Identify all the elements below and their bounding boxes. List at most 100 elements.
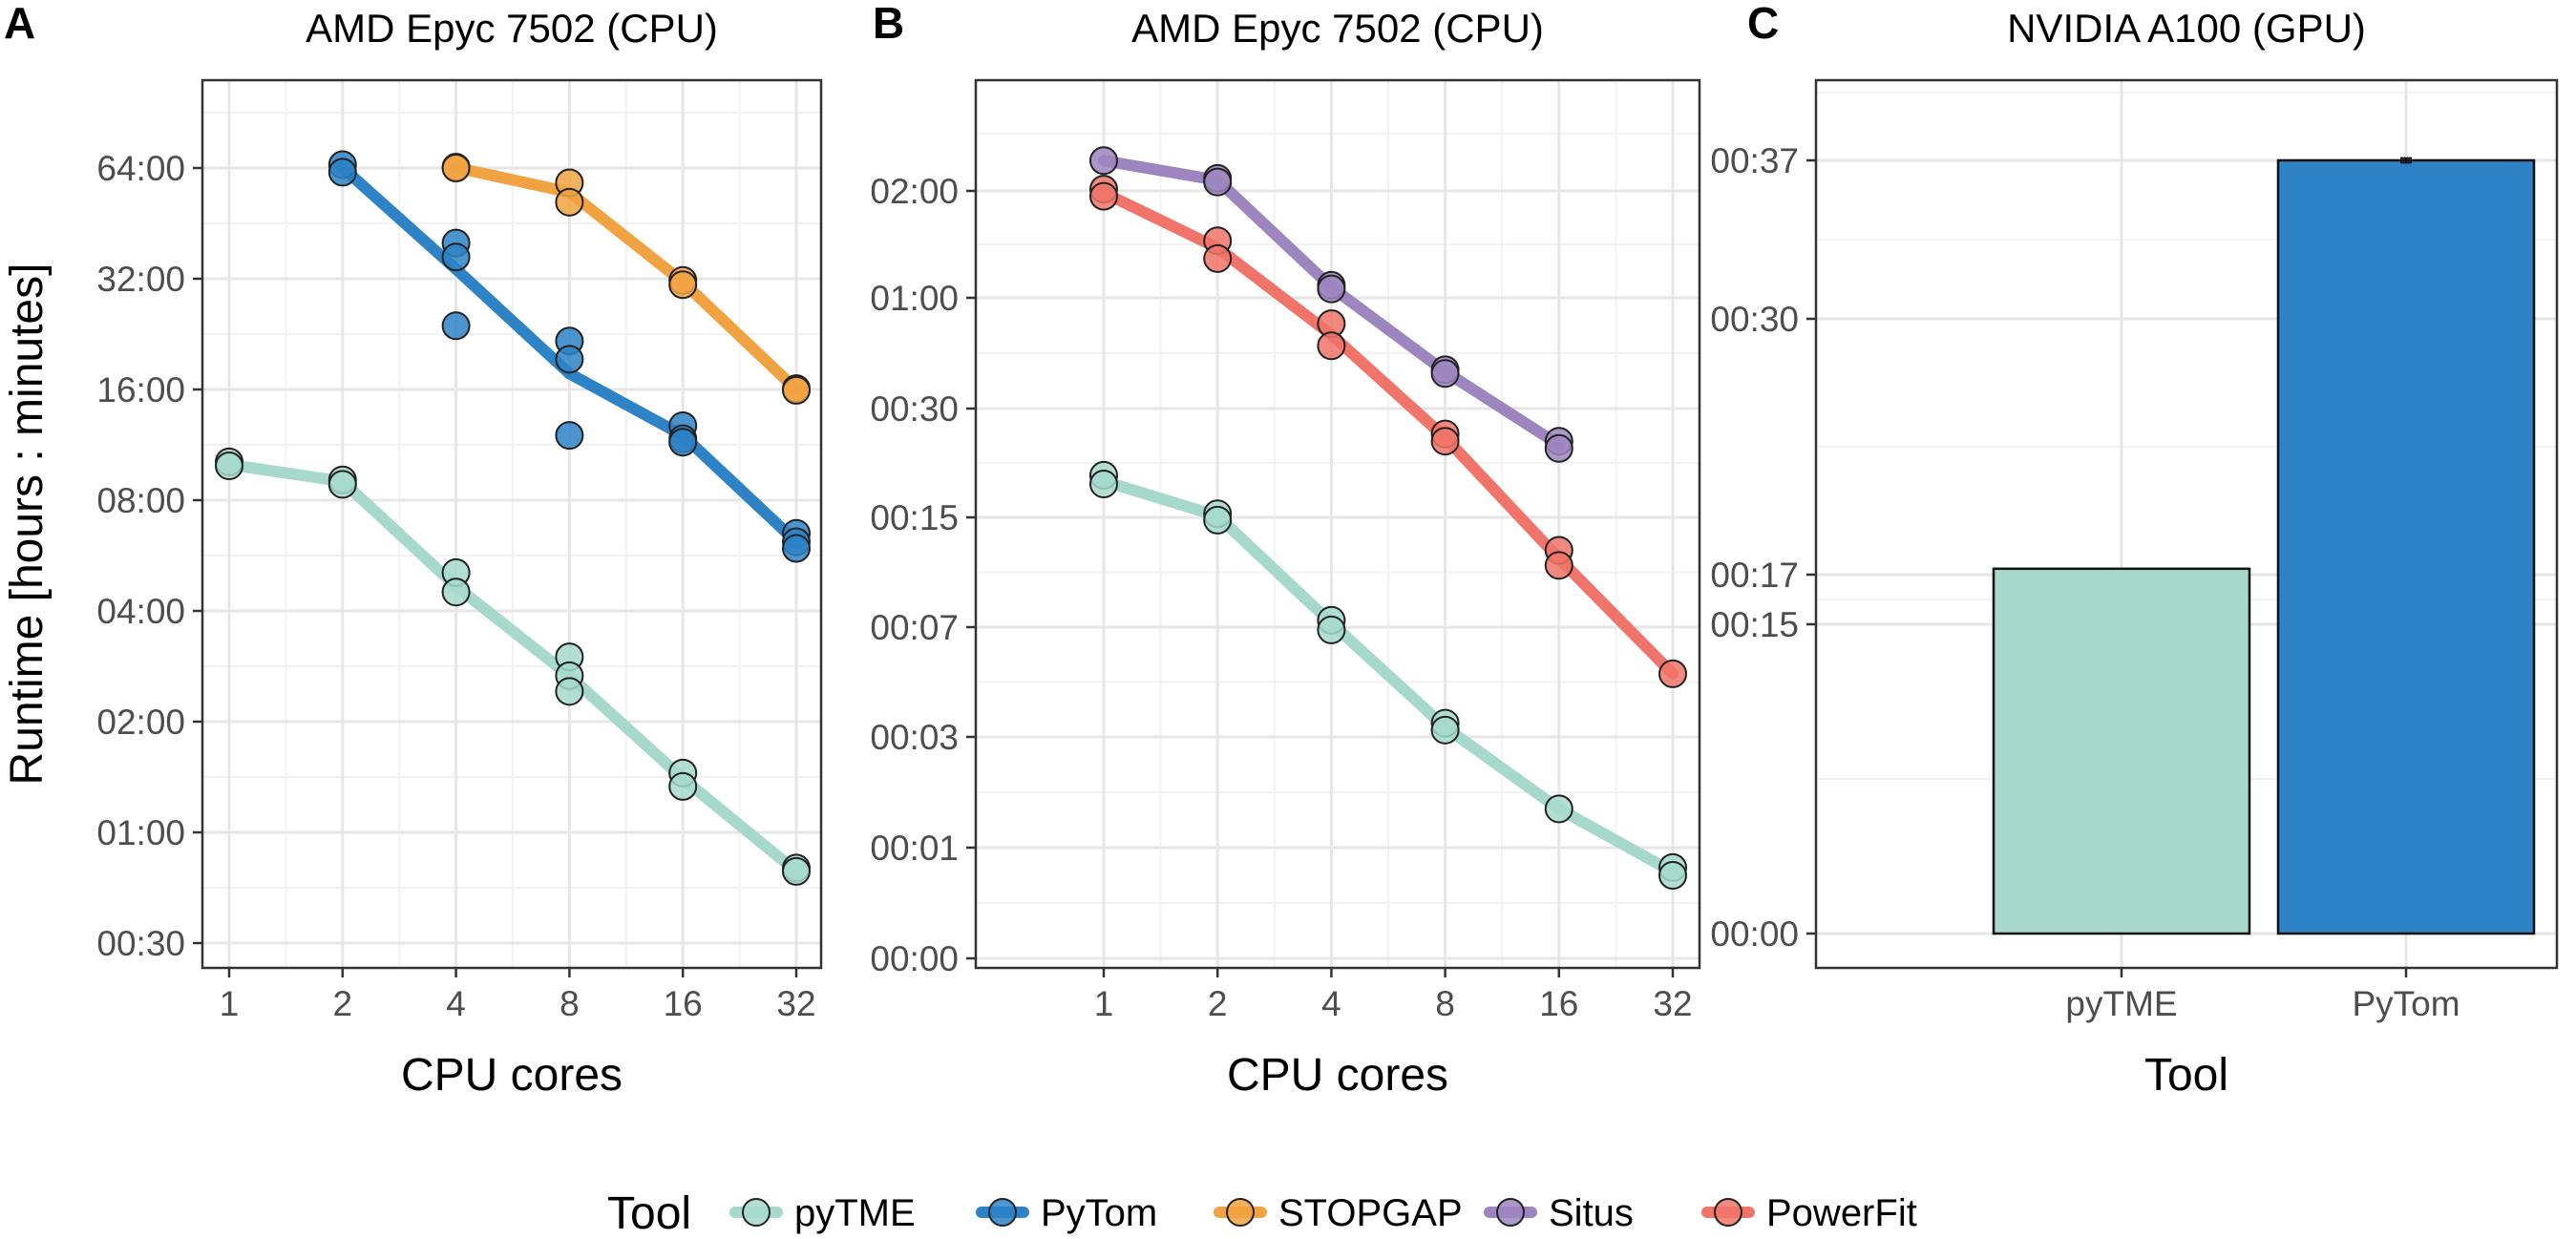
x-tick-label: 4	[1321, 984, 1341, 1023]
series-line-pytom	[336, 161, 802, 548]
y-tick-label: 00:15	[870, 498, 959, 537]
x-tick-label: 32	[776, 984, 815, 1023]
y-tick-label: 02:00	[870, 172, 959, 211]
y-tick-label: 00:30	[870, 389, 959, 429]
plot-area	[976, 80, 1700, 968]
legend-label-pytme: pyTME	[794, 1192, 916, 1234]
data-point-pytme	[215, 452, 243, 481]
panel-letter: C	[1747, 0, 1779, 48]
data-point-pytme	[1203, 505, 1233, 535]
legend-key-point-powerfit	[1714, 1198, 1742, 1227]
data-point-powerfit	[1317, 331, 1346, 361]
legend-key-point-stopgap	[1226, 1198, 1255, 1227]
y-tick-label: 01:00	[870, 279, 959, 318]
x-axis-title: Tool	[2144, 1050, 2228, 1101]
y-axis-title: Runtime [hours : minutes]	[2, 263, 53, 786]
legend-title: Tool	[607, 1188, 691, 1239]
x-tick-label: PyTom	[2352, 984, 2460, 1023]
y-tick-label: 00:00	[870, 939, 959, 978]
y-tick-label: 02:00	[96, 703, 185, 742]
bar-pytom	[2276, 158, 2536, 935]
data-point-powerfit	[1089, 181, 1118, 211]
data-point-pytom	[668, 428, 698, 457]
data-point-pytom	[555, 421, 584, 451]
x-tick-label: pyTME	[2065, 984, 2177, 1023]
x-tick-label: 8	[1435, 984, 1455, 1023]
panel-letter: B	[873, 0, 904, 48]
data-point-situs	[1430, 359, 1460, 388]
data-point-stopgap	[441, 154, 471, 182]
data-point-pytme	[441, 578, 471, 607]
y-tick-label: 01:00	[96, 813, 185, 852]
x-tick-label: 16	[664, 984, 703, 1023]
series-line-pytme	[1098, 475, 1679, 878]
panel-title: AMD Epyc 7502 (CPU)	[1131, 6, 1544, 51]
data-point-pytme	[1317, 615, 1346, 644]
x-axis-title: CPU cores	[401, 1050, 623, 1101]
panel-border	[201, 78, 823, 970]
data-point-situs	[1203, 167, 1233, 197]
data-point-situs	[1544, 433, 1573, 463]
data-point-stopgap	[668, 270, 698, 300]
y-tick-label: 00:37	[1710, 141, 1799, 180]
y-tick-label: 00:07	[870, 608, 959, 647]
legend-label-stopgap: STOPGAP	[1278, 1192, 1463, 1234]
x-tick-label: 4	[446, 984, 466, 1023]
y-tick-label: 04:00	[96, 592, 185, 631]
y-tick-label: 00:01	[870, 829, 959, 868]
x-tick-label: 8	[560, 984, 580, 1023]
y-tick-label: 16:00	[96, 370, 185, 410]
legend-key-point-pytom	[988, 1198, 1017, 1227]
y-tick-label: 00:03	[870, 718, 959, 757]
legend-label-situs: Situs	[1549, 1192, 1634, 1234]
panel-a: 1 2 4 8 16 32 00:30 01:00 02:00 04:00 08:00 16:00 32…	[2, 0, 823, 1101]
y-tick-label: 00:00	[1710, 914, 1799, 954]
data-point-pytme	[1658, 861, 1687, 890]
x-tick-label: 32	[1653, 984, 1692, 1023]
series-line-stopgap	[450, 161, 802, 395]
x-tick-label: 2	[333, 984, 353, 1023]
y-tick-label: 64:00	[96, 149, 185, 188]
legend-label-pytom: PyTom	[1041, 1192, 1157, 1234]
panel-c: 00:00 00:15 00:17 00:30 00:37 pyTME PyTom NVIDI…	[1710, 0, 2559, 1101]
series-line-powerfit	[1098, 186, 1679, 680]
data-point-pytme	[1089, 470, 1118, 499]
data-point-pytom	[327, 158, 357, 187]
legend-key-point-situs	[1496, 1198, 1525, 1227]
data-point-stopgap	[782, 375, 811, 405]
data-point-pytme	[555, 677, 584, 706]
x-tick-label: 2	[1208, 984, 1228, 1023]
x-axis-title: CPU cores	[1227, 1050, 1448, 1101]
legend: Tool pyTME PyTom STOPGAP Situs PowerFit	[607, 1188, 1917, 1239]
data-point-pytme	[782, 856, 811, 886]
bar-pytme	[1992, 567, 2251, 935]
data-point-pytme	[668, 771, 698, 801]
data-point-pytom	[555, 345, 584, 374]
y-tick-label: 00:17	[1710, 556, 1799, 595]
panel-title: NVIDIA A100 (GPU)	[2007, 6, 2366, 51]
y-tick-label: 00:15	[1710, 605, 1799, 644]
data-point-powerfit	[1658, 659, 1687, 688]
data-point-pytme	[1430, 715, 1460, 745]
data-point-pytom	[441, 242, 471, 272]
panel-letter: A	[4, 0, 35, 48]
data-point-pytom	[441, 311, 471, 341]
x-tick-label: 1	[220, 984, 240, 1023]
data-point-powerfit	[1203, 243, 1233, 273]
data-point-situs	[1089, 146, 1118, 176]
data-point-stopgap	[555, 187, 584, 217]
y-tick-label: 32:00	[96, 260, 185, 299]
legend-key-point-pytme	[742, 1198, 771, 1227]
x-tick-label: 1	[1094, 984, 1114, 1023]
legend-label-powerfit: PowerFit	[1766, 1192, 1917, 1234]
data-point-pytme	[327, 470, 357, 499]
panel-b: 1 2 4 8 16 32 00:00 00:01 00:03 00:07 00:15 00:30 01…	[870, 0, 1701, 1101]
data-point-powerfit	[1544, 551, 1573, 580]
y-tick-label: 00:30	[1710, 300, 1799, 339]
series-line-pytme	[223, 458, 802, 877]
y-tick-label: 08:00	[96, 481, 185, 520]
data-point-pytom	[782, 534, 811, 563]
panel-border	[1814, 78, 2559, 970]
data-point-powerfit	[1430, 427, 1460, 456]
